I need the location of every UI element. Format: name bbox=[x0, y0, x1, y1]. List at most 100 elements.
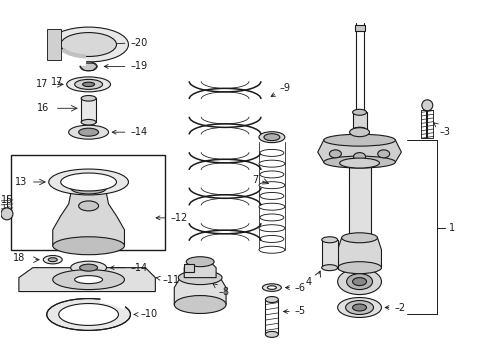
Ellipse shape bbox=[61, 32, 116, 57]
Ellipse shape bbox=[260, 193, 283, 199]
Bar bbox=[184, 264, 194, 272]
Ellipse shape bbox=[43, 256, 62, 264]
Ellipse shape bbox=[71, 261, 106, 274]
Bar bbox=[354, 24, 364, 31]
Polygon shape bbox=[19, 268, 155, 292]
Text: –8: –8 bbox=[212, 284, 229, 297]
Ellipse shape bbox=[1, 208, 13, 220]
Ellipse shape bbox=[349, 128, 369, 137]
Ellipse shape bbox=[259, 246, 285, 253]
Ellipse shape bbox=[80, 264, 98, 271]
Ellipse shape bbox=[79, 128, 99, 136]
Ellipse shape bbox=[352, 304, 366, 311]
Bar bbox=[81, 98, 96, 122]
Ellipse shape bbox=[323, 134, 395, 146]
Ellipse shape bbox=[337, 298, 381, 318]
Text: –11: –11 bbox=[156, 275, 179, 285]
Ellipse shape bbox=[82, 82, 94, 86]
Ellipse shape bbox=[53, 237, 124, 255]
Polygon shape bbox=[337, 238, 381, 268]
Ellipse shape bbox=[265, 332, 278, 337]
Ellipse shape bbox=[352, 127, 366, 133]
Ellipse shape bbox=[79, 201, 99, 211]
Ellipse shape bbox=[49, 27, 128, 62]
Ellipse shape bbox=[321, 237, 337, 243]
Ellipse shape bbox=[68, 125, 108, 139]
Ellipse shape bbox=[321, 265, 337, 271]
Ellipse shape bbox=[337, 269, 381, 294]
Ellipse shape bbox=[48, 258, 57, 262]
Ellipse shape bbox=[47, 298, 130, 330]
Text: –6: –6 bbox=[285, 283, 305, 293]
Text: 18: 18 bbox=[13, 253, 25, 263]
Ellipse shape bbox=[178, 271, 222, 285]
Text: 13: 13 bbox=[15, 177, 27, 187]
Ellipse shape bbox=[352, 109, 366, 115]
Bar bbox=[348, 162, 370, 238]
Text: –5: –5 bbox=[283, 306, 305, 316]
Polygon shape bbox=[184, 262, 216, 278]
Polygon shape bbox=[47, 28, 61, 60]
Ellipse shape bbox=[80, 62, 97, 71]
Ellipse shape bbox=[337, 262, 381, 274]
Ellipse shape bbox=[75, 80, 102, 89]
Ellipse shape bbox=[53, 270, 124, 289]
Text: –3: –3 bbox=[433, 123, 449, 137]
Text: –10: –10 bbox=[134, 310, 157, 319]
Ellipse shape bbox=[339, 158, 379, 168]
Ellipse shape bbox=[81, 120, 96, 125]
Ellipse shape bbox=[352, 278, 366, 285]
Text: –20: –20 bbox=[104, 37, 147, 48]
Ellipse shape bbox=[353, 153, 365, 161]
Ellipse shape bbox=[377, 150, 389, 158]
Bar bbox=[352, 112, 366, 130]
Ellipse shape bbox=[259, 182, 285, 189]
Polygon shape bbox=[174, 278, 225, 305]
Ellipse shape bbox=[186, 257, 214, 267]
Ellipse shape bbox=[59, 303, 118, 325]
Text: –9: –9 bbox=[270, 84, 290, 96]
Ellipse shape bbox=[260, 235, 283, 242]
Ellipse shape bbox=[260, 214, 283, 221]
Text: 1: 1 bbox=[448, 223, 454, 233]
Text: 17: 17 bbox=[51, 77, 63, 87]
Text: –2: –2 bbox=[385, 302, 405, 312]
Ellipse shape bbox=[259, 225, 285, 232]
Text: –14: –14 bbox=[112, 127, 147, 137]
Ellipse shape bbox=[346, 274, 372, 289]
Text: –19: –19 bbox=[104, 62, 147, 71]
Ellipse shape bbox=[61, 173, 116, 191]
Ellipse shape bbox=[259, 132, 285, 143]
Ellipse shape bbox=[259, 160, 285, 167]
Ellipse shape bbox=[259, 203, 285, 210]
Text: –12: –12 bbox=[156, 213, 187, 223]
Ellipse shape bbox=[260, 171, 283, 178]
Text: 7: 7 bbox=[251, 175, 258, 185]
Ellipse shape bbox=[75, 276, 102, 284]
Polygon shape bbox=[317, 140, 401, 162]
Ellipse shape bbox=[174, 296, 225, 314]
Bar bbox=[421, 110, 432, 138]
Ellipse shape bbox=[260, 149, 283, 156]
Text: 15: 15 bbox=[1, 195, 13, 205]
Ellipse shape bbox=[341, 233, 377, 243]
Bar bbox=[321, 240, 337, 268]
Ellipse shape bbox=[49, 169, 128, 195]
Ellipse shape bbox=[265, 297, 278, 302]
Ellipse shape bbox=[329, 150, 341, 158]
Ellipse shape bbox=[71, 182, 106, 194]
Bar bbox=[11, 155, 165, 250]
Text: 16: 16 bbox=[37, 103, 49, 113]
Ellipse shape bbox=[267, 286, 276, 289]
Text: 17: 17 bbox=[36, 79, 49, 89]
Text: 4: 4 bbox=[305, 276, 311, 287]
Ellipse shape bbox=[262, 284, 281, 291]
Ellipse shape bbox=[264, 134, 279, 141]
Ellipse shape bbox=[66, 77, 110, 92]
Ellipse shape bbox=[421, 100, 432, 111]
Ellipse shape bbox=[345, 301, 373, 315]
Ellipse shape bbox=[81, 95, 96, 101]
Ellipse shape bbox=[323, 156, 395, 168]
Text: –14: –14 bbox=[110, 263, 147, 273]
Polygon shape bbox=[53, 188, 124, 246]
